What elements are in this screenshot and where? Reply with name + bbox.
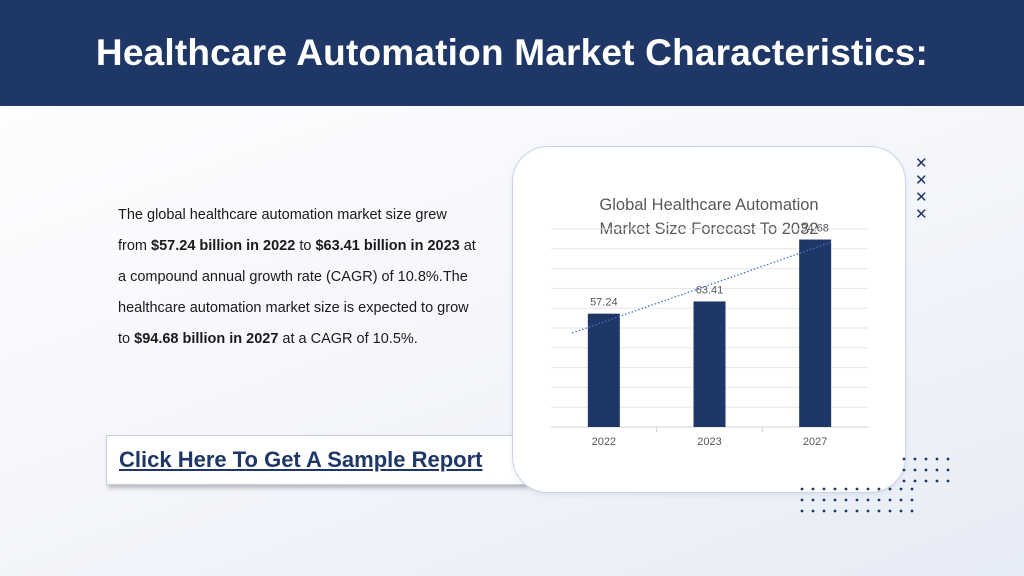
dot-icon <box>855 498 859 502</box>
dot-icon <box>877 509 881 513</box>
dot-icon <box>800 509 804 513</box>
dot-icon <box>935 468 939 472</box>
decorative-dot-grid-bottom <box>800 487 914 513</box>
x-tick-label-2027: 2027 <box>803 436 827 448</box>
dot-icon <box>924 468 928 472</box>
bar-2023 <box>693 301 726 427</box>
desc-text-4: at a CAGR of 10.5%. <box>278 331 418 347</box>
x-mark-icon: ✕ <box>915 171 928 189</box>
desc-bold-2027: $94.68 billion in 2027 <box>134 331 279 347</box>
dot-icon <box>833 509 837 513</box>
desc-bold-2022: $57.24 billion in 2022 <box>151 238 296 254</box>
dot-icon <box>899 498 903 502</box>
dot-icon <box>910 498 914 502</box>
market-description: The global healthcare automation market … <box>118 200 478 355</box>
dot-icon <box>877 498 881 502</box>
dot-icon <box>913 468 917 472</box>
dot-icon <box>844 509 848 513</box>
dot-icon <box>924 479 928 483</box>
sample-report-link[interactable]: Click Here To Get A Sample Report <box>119 447 483 472</box>
dot-icon <box>946 457 950 461</box>
x-mark-icon: ✕ <box>915 188 928 206</box>
dot-icon <box>866 509 870 513</box>
x-mark-icon: ✕ <box>915 205 928 223</box>
dot-icon <box>902 479 906 483</box>
dot-icon <box>913 479 917 483</box>
dot-icon <box>888 487 892 491</box>
decorative-dot-grid-right <box>902 457 950 483</box>
dot-icon <box>800 487 804 491</box>
dot-icon <box>833 498 837 502</box>
dot-icon <box>855 509 859 513</box>
dot-icon <box>844 487 848 491</box>
dot-icon <box>902 468 906 472</box>
dot-icon <box>811 509 815 513</box>
dot-icon <box>866 498 870 502</box>
dot-icon <box>866 487 870 491</box>
dot-icon <box>888 498 892 502</box>
x-mark-icon: ✕ <box>915 154 928 172</box>
data-label-2022: 57.24 <box>590 297 618 309</box>
bar-2022 <box>587 313 620 427</box>
chart-card: Global Healthcare Automation Market Size… <box>512 146 906 493</box>
trendline <box>571 241 832 334</box>
dot-icon <box>899 509 903 513</box>
dot-icon <box>888 509 892 513</box>
chart-title-line-1: Global Healthcare Automation <box>599 196 819 214</box>
x-tick-label-2023: 2023 <box>697 436 721 448</box>
dot-icon <box>844 498 848 502</box>
bar-2027 <box>799 239 832 427</box>
dot-icon <box>800 498 804 502</box>
decorative-x-marks: ✕ ✕ ✕ ✕ <box>915 155 931 223</box>
dot-icon <box>855 487 859 491</box>
desc-text-1: The global healthcare automation market … <box>118 207 447 254</box>
dot-icon <box>877 487 881 491</box>
dot-icon <box>913 457 917 461</box>
data-label-2027: 94.68 <box>801 223 829 235</box>
dot-icon <box>946 468 950 472</box>
dot-icon <box>935 479 939 483</box>
dot-icon <box>822 498 826 502</box>
desc-bold-2023: $63.41 billion in 2023 <box>315 238 460 254</box>
data-label-2023: 63.41 <box>696 284 724 296</box>
dot-icon <box>902 457 906 461</box>
dot-icon <box>946 479 950 483</box>
dot-icon <box>935 457 939 461</box>
dot-icon <box>899 487 903 491</box>
sample-report-box[interactable]: Click Here To Get A Sample Report <box>106 435 526 485</box>
header-bar: Healthcare Automation Market Characteris… <box>0 0 1024 106</box>
bar-chart: 57.24 2022 63.41 2023 94.68 2027 <box>551 223 868 448</box>
desc-text-2: to <box>295 238 316 254</box>
dot-icon <box>811 487 815 491</box>
dot-icon <box>833 487 837 491</box>
dot-icon <box>910 487 914 491</box>
x-tick-label-2022: 2022 <box>592 436 616 448</box>
dot-icon <box>822 509 826 513</box>
dot-icon <box>924 457 928 461</box>
desc-text-3: at a compound annual growth rate (CAGR) … <box>118 238 476 347</box>
dot-icon <box>910 509 914 513</box>
page-title: Healthcare Automation Market Characteris… <box>95 32 929 73</box>
dot-icon <box>811 498 815 502</box>
dot-icon <box>822 487 826 491</box>
